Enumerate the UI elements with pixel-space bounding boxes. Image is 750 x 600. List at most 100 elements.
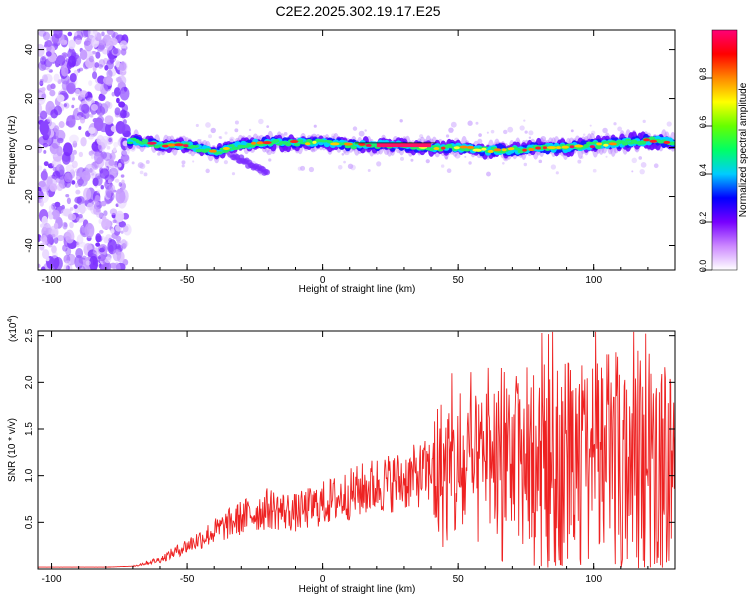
noise-blob [95, 51, 101, 59]
noise-blob [95, 233, 102, 243]
noise-blob [108, 37, 118, 46]
noise-blob [80, 30, 90, 38]
ridge-core [649, 139, 658, 143]
noise-blob [106, 30, 114, 35]
snr-axes: -100 -50 0 50 100 0.5 1.0 1.5 2.0 2.5 [24, 328, 676, 585]
faint-dot [592, 168, 597, 173]
faint-dot [337, 165, 343, 170]
faint-dot [248, 128, 252, 132]
noise-blob [62, 142, 73, 157]
faint-dot [358, 130, 365, 137]
ridge-core [603, 143, 609, 147]
noise-blob [75, 183, 79, 188]
noise-blob [47, 116, 52, 123]
noise-blob [96, 212, 103, 218]
noise-blob [120, 174, 125, 178]
faint-dot [589, 124, 592, 127]
noise-blob [110, 228, 115, 234]
noise-blob [55, 61, 60, 68]
noise-blob [99, 168, 110, 179]
noise-blob [93, 117, 104, 131]
x-tick-label: -100 [42, 574, 62, 585]
noise-blob [62, 54, 67, 59]
noise-blob [115, 243, 121, 249]
noise-blob [51, 174, 56, 179]
noise-blob [43, 73, 53, 84]
noise-blob [63, 222, 68, 228]
noise-blob [48, 205, 54, 212]
faint-dot [478, 133, 482, 137]
faint-dot [399, 119, 403, 123]
faint-dot [143, 172, 148, 177]
noise-blob [76, 234, 84, 245]
ridge-core [262, 141, 272, 145]
noise-blob [89, 113, 94, 118]
noise-blob [77, 96, 83, 101]
x-tick-label: 100 [585, 574, 602, 585]
ridge-band [228, 144, 235, 148]
noise-blob [69, 207, 74, 211]
noise-blob [74, 255, 84, 269]
noise-blob [115, 121, 126, 134]
noise-blob [51, 160, 56, 167]
noise-blob [38, 263, 41, 269]
colorbar-tick-label: 0.6 [698, 116, 708, 129]
faint-dot [234, 120, 239, 125]
noise-blob [65, 193, 70, 198]
noise-blob [39, 243, 45, 251]
faint-dot [577, 159, 582, 164]
faint-dot [199, 138, 202, 142]
noise-blob [104, 101, 111, 109]
ridge-core [643, 138, 650, 142]
figure-title: C2E2.2025.302.19.17.E25 [275, 3, 440, 19]
y-tick-label: 2.5 [24, 328, 35, 342]
noise-blob [50, 135, 61, 149]
noise-blob [56, 94, 65, 103]
noise-blob [40, 235, 48, 243]
faint-dot [486, 131, 489, 134]
noise-blob [99, 247, 105, 253]
noise-blob [99, 229, 104, 234]
noise-blob [63, 254, 71, 264]
faint-dot [343, 160, 346, 164]
noise-blob [98, 64, 104, 69]
noise-blob [85, 57, 95, 69]
faint-dot [192, 160, 195, 163]
ridge-band [126, 141, 134, 145]
noise-blob [49, 89, 56, 97]
faint-dot [440, 164, 445, 168]
noise-blob [69, 221, 74, 229]
faint-dot [528, 136, 532, 139]
ridge-core [183, 144, 189, 148]
faint-dot [219, 136, 223, 140]
ridge-core [535, 146, 542, 150]
noise-blob [103, 210, 108, 217]
noise-blob [93, 149, 104, 165]
faint-dot [364, 129, 367, 132]
noise-blob [64, 172, 73, 183]
faint-dot [341, 153, 345, 156]
noise-blob [75, 248, 84, 259]
noise-blob [69, 134, 79, 144]
noise-blob [112, 48, 119, 55]
noise-blob [87, 30, 98, 40]
ridge-band [192, 145, 199, 148]
noise-blob [111, 91, 116, 97]
noise-blob [61, 204, 65, 210]
noise-blob [71, 97, 76, 101]
noise-blob [115, 76, 122, 83]
noise-blob [98, 254, 106, 262]
noise-blob [50, 83, 56, 90]
noise-blob [92, 247, 101, 256]
y-tick-label: -20 [24, 189, 35, 204]
noise-blob [83, 40, 91, 46]
noise-blob [51, 209, 60, 220]
noise-blob [113, 141, 119, 148]
faint-dot [331, 133, 336, 138]
colorbar: 0.0 0.2 0.4 0.6 0.8 Normalized spectral ampl… [698, 29, 749, 272]
noise-blob [99, 83, 109, 95]
ridge-core [343, 142, 353, 146]
noise-blob [77, 178, 84, 186]
noise-blob [104, 256, 112, 264]
noise-blob [113, 189, 117, 193]
